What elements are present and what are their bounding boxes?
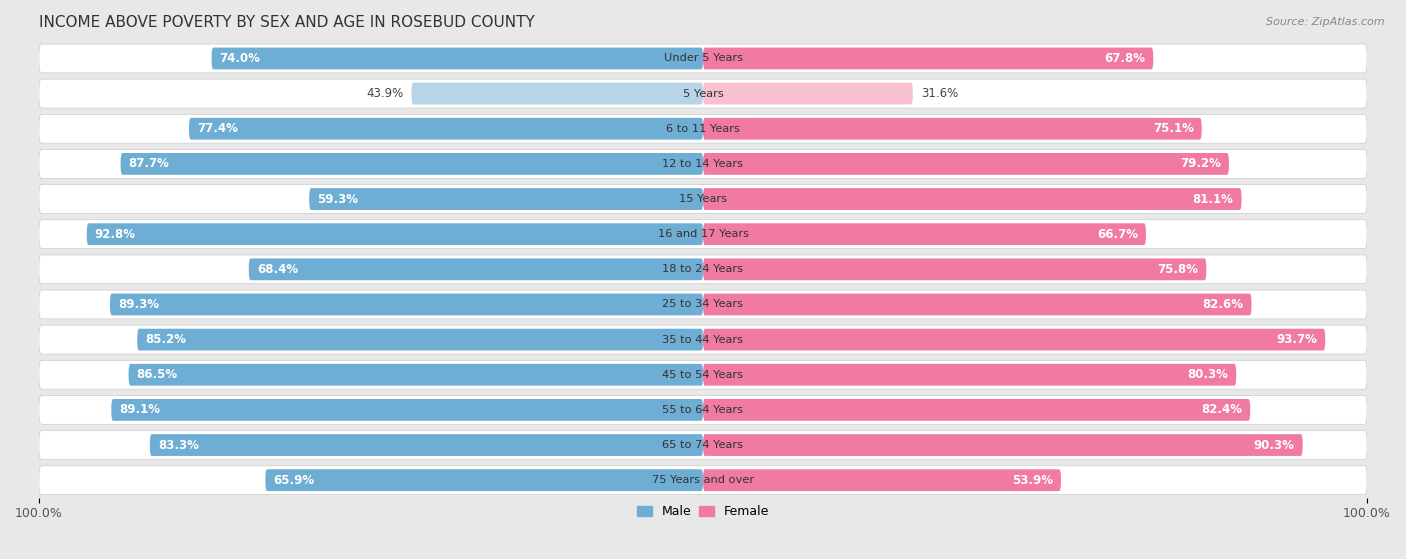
Text: 83.3%: 83.3% <box>157 439 198 452</box>
Legend: Male, Female: Male, Female <box>631 500 775 523</box>
FancyBboxPatch shape <box>703 293 1251 315</box>
Text: INCOME ABOVE POVERTY BY SEX AND AGE IN ROSEBUD COUNTY: INCOME ABOVE POVERTY BY SEX AND AGE IN R… <box>39 15 534 30</box>
Text: 79.2%: 79.2% <box>1180 158 1220 170</box>
Text: 31.6%: 31.6% <box>921 87 957 100</box>
Text: 16 and 17 Years: 16 and 17 Years <box>658 229 748 239</box>
Text: 5 Years: 5 Years <box>683 89 723 98</box>
FancyBboxPatch shape <box>249 258 703 280</box>
Text: 15 Years: 15 Years <box>679 194 727 204</box>
FancyBboxPatch shape <box>39 184 1367 214</box>
Text: 75 Years and over: 75 Years and over <box>652 475 754 485</box>
Text: 85.2%: 85.2% <box>145 333 186 346</box>
FancyBboxPatch shape <box>39 220 1367 249</box>
FancyBboxPatch shape <box>412 83 703 105</box>
FancyBboxPatch shape <box>703 188 1241 210</box>
FancyBboxPatch shape <box>121 153 703 175</box>
FancyBboxPatch shape <box>703 223 1146 245</box>
FancyBboxPatch shape <box>188 118 703 140</box>
FancyBboxPatch shape <box>39 395 1367 424</box>
Text: 25 to 34 Years: 25 to 34 Years <box>662 300 744 310</box>
FancyBboxPatch shape <box>703 153 1229 175</box>
Text: 18 to 24 Years: 18 to 24 Years <box>662 264 744 274</box>
FancyBboxPatch shape <box>39 290 1367 319</box>
Text: 82.6%: 82.6% <box>1202 298 1243 311</box>
Text: 86.5%: 86.5% <box>136 368 177 381</box>
Text: 80.3%: 80.3% <box>1188 368 1229 381</box>
FancyBboxPatch shape <box>39 79 1367 108</box>
Text: 53.9%: 53.9% <box>1012 473 1053 487</box>
FancyBboxPatch shape <box>703 364 1236 386</box>
Text: 66.7%: 66.7% <box>1097 228 1137 241</box>
Text: 89.3%: 89.3% <box>118 298 159 311</box>
Text: 65 to 74 Years: 65 to 74 Years <box>662 440 744 450</box>
Text: 55 to 64 Years: 55 to 64 Years <box>662 405 744 415</box>
FancyBboxPatch shape <box>138 329 703 350</box>
Text: 12 to 14 Years: 12 to 14 Years <box>662 159 744 169</box>
FancyBboxPatch shape <box>703 258 1206 280</box>
FancyBboxPatch shape <box>87 223 703 245</box>
FancyBboxPatch shape <box>128 364 703 386</box>
FancyBboxPatch shape <box>39 430 1367 459</box>
Text: 92.8%: 92.8% <box>94 228 136 241</box>
FancyBboxPatch shape <box>39 149 1367 178</box>
FancyBboxPatch shape <box>150 434 703 456</box>
FancyBboxPatch shape <box>39 466 1367 495</box>
Text: 67.8%: 67.8% <box>1104 52 1146 65</box>
FancyBboxPatch shape <box>39 325 1367 354</box>
Text: 6 to 11 Years: 6 to 11 Years <box>666 124 740 134</box>
Text: 81.1%: 81.1% <box>1192 192 1233 206</box>
FancyBboxPatch shape <box>266 470 703 491</box>
Text: 74.0%: 74.0% <box>219 52 260 65</box>
Text: Under 5 Years: Under 5 Years <box>664 54 742 64</box>
Text: 75.1%: 75.1% <box>1153 122 1194 135</box>
FancyBboxPatch shape <box>703 399 1250 421</box>
Text: 43.9%: 43.9% <box>366 87 404 100</box>
FancyBboxPatch shape <box>309 188 703 210</box>
Text: 77.4%: 77.4% <box>197 122 238 135</box>
FancyBboxPatch shape <box>111 399 703 421</box>
FancyBboxPatch shape <box>703 329 1326 350</box>
FancyBboxPatch shape <box>39 255 1367 284</box>
FancyBboxPatch shape <box>39 115 1367 143</box>
Text: 75.8%: 75.8% <box>1157 263 1198 276</box>
Text: 35 to 44 Years: 35 to 44 Years <box>662 335 744 344</box>
FancyBboxPatch shape <box>110 293 703 315</box>
Text: 65.9%: 65.9% <box>273 473 315 487</box>
Text: 68.4%: 68.4% <box>257 263 298 276</box>
Text: Source: ZipAtlas.com: Source: ZipAtlas.com <box>1267 17 1385 27</box>
Text: 82.4%: 82.4% <box>1201 404 1243 416</box>
FancyBboxPatch shape <box>703 470 1062 491</box>
FancyBboxPatch shape <box>703 118 1202 140</box>
Text: 59.3%: 59.3% <box>318 192 359 206</box>
FancyBboxPatch shape <box>39 361 1367 389</box>
FancyBboxPatch shape <box>703 83 912 105</box>
Text: 87.7%: 87.7% <box>128 158 170 170</box>
Text: 93.7%: 93.7% <box>1277 333 1317 346</box>
FancyBboxPatch shape <box>703 48 1153 69</box>
FancyBboxPatch shape <box>39 44 1367 73</box>
FancyBboxPatch shape <box>703 434 1302 456</box>
FancyBboxPatch shape <box>211 48 703 69</box>
Text: 89.1%: 89.1% <box>120 404 160 416</box>
Text: 90.3%: 90.3% <box>1254 439 1295 452</box>
Text: 45 to 54 Years: 45 to 54 Years <box>662 369 744 380</box>
